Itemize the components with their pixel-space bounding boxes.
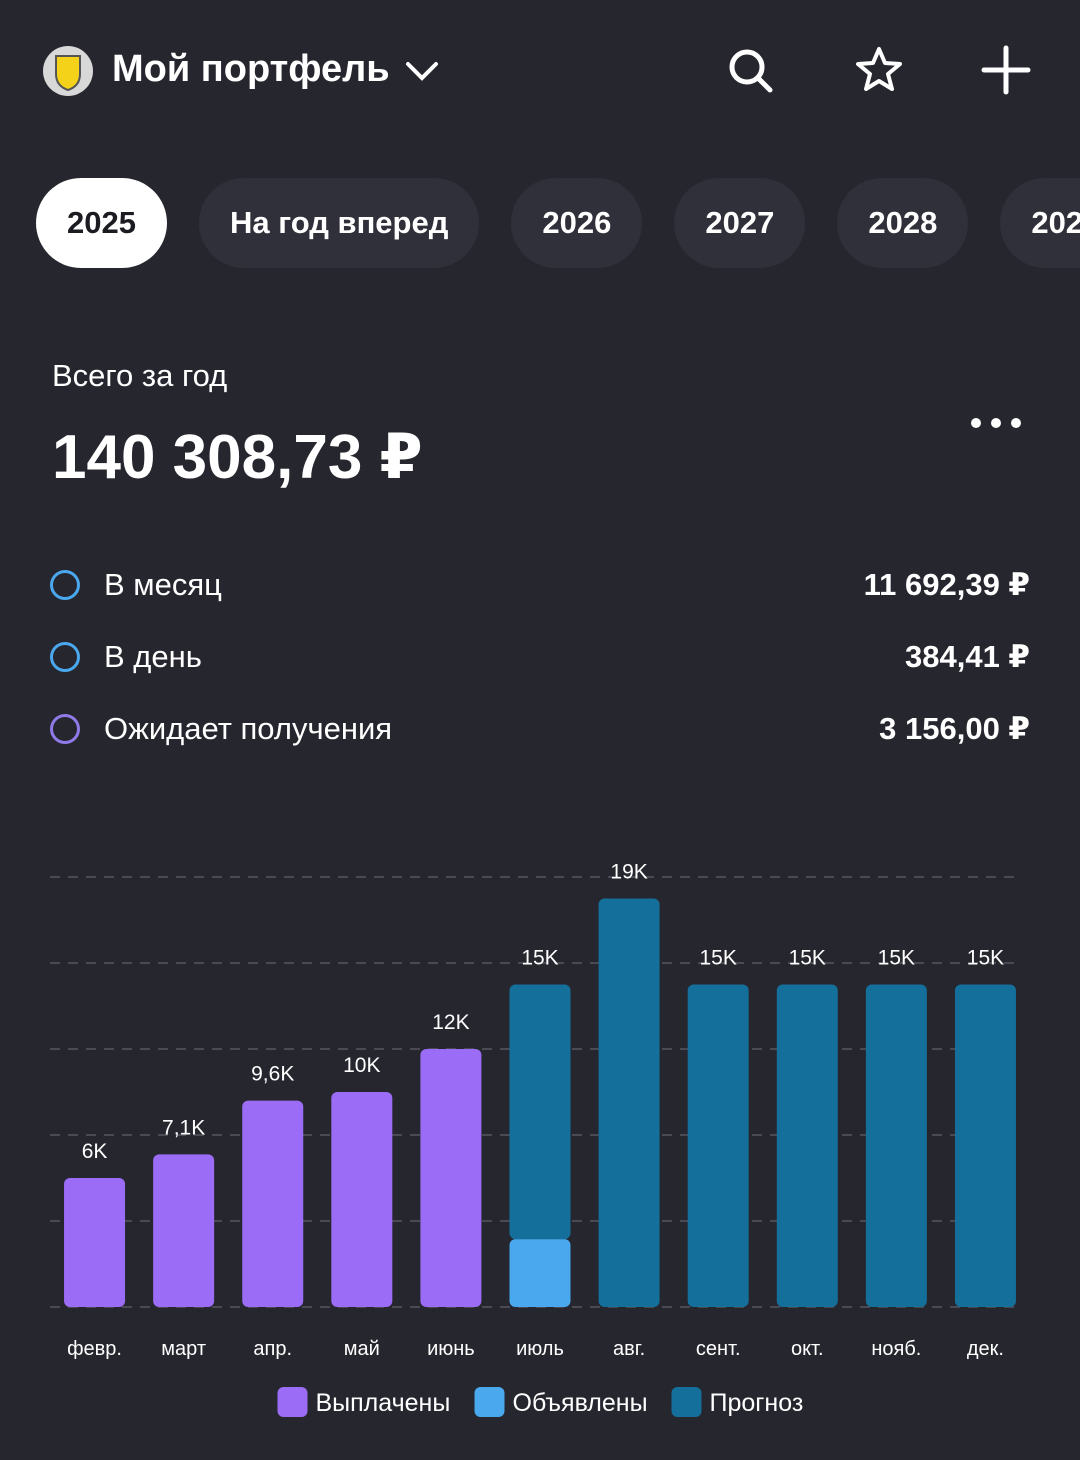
legend-swatch: [671, 1387, 702, 1417]
bar-segment: [331, 1092, 393, 1307]
summary-row: В день 384,41 ₽: [50, 635, 1030, 679]
x-tick-label: апр.: [253, 1338, 292, 1360]
year-tab[interactable]: 2025: [36, 178, 167, 268]
year-tab[interactable]: 2027: [674, 178, 806, 268]
logo[interactable]: [40, 44, 98, 98]
data-label: 19K: [610, 861, 647, 884]
summary-total: 140 308,73 ₽: [52, 423, 423, 492]
summary-label: Всего за год: [52, 358, 228, 393]
bar-segment: [687, 984, 749, 1307]
x-tick-label: март: [161, 1338, 206, 1360]
more-icon[interactable]: [966, 412, 1030, 434]
row-value: 384,41 ₽: [905, 639, 1030, 674]
x-tick-label: июль: [516, 1338, 564, 1360]
dropdown-icon[interactable]: [404, 58, 440, 84]
summary-row: В месяц 11 692,39 ₽: [50, 563, 1030, 607]
status-circle: [50, 642, 80, 672]
x-tick-label: май: [344, 1338, 380, 1360]
x-tick-label: февр.: [67, 1338, 122, 1360]
legend-label: Объявлены: [513, 1389, 648, 1417]
x-tick-label: июнь: [427, 1338, 475, 1360]
bar-segment: [242, 1100, 304, 1307]
legend-label: Прогноз: [710, 1389, 804, 1417]
year-tabs: 2025 На год вперед 2026 2027 2028 2029: [36, 178, 1080, 268]
data-label: 6K: [82, 1140, 108, 1163]
row-label: В день: [104, 639, 202, 674]
year-tab[interactable]: 2029: [1000, 178, 1080, 268]
chart: 6K февр. 7,1K март 9,6K апр. 10K май 12K июнь 15K и…: [50, 861, 1020, 1417]
data-label: 10K: [343, 1054, 380, 1077]
year-tab[interactable]: 2028: [837, 178, 969, 268]
bar-segment: [153, 1154, 215, 1307]
data-label: 15K: [878, 947, 915, 970]
x-tick-label: авг.: [613, 1338, 645, 1360]
bar-segment: [954, 984, 1016, 1307]
data-label: 7,1K: [162, 1116, 205, 1139]
bar-segment: [420, 1049, 482, 1307]
status-circle: [50, 714, 80, 744]
x-tick-label: сент.: [696, 1338, 741, 1360]
bar-segment: [64, 1178, 126, 1307]
data-label: 15K: [967, 947, 1004, 970]
bar-segment: [598, 898, 660, 1307]
x-tick-label: нояб.: [871, 1338, 921, 1360]
favorite-icon[interactable]: [854, 44, 904, 94]
data-label: 12K: [432, 1011, 469, 1034]
summary-row: Ожидает получения 3 156,00 ₽: [50, 707, 1030, 751]
search-icon[interactable]: [726, 46, 776, 96]
header-title[interactable]: Мой портфель: [112, 48, 390, 90]
year-tab[interactable]: На год вперед: [198, 178, 480, 268]
year-tab[interactable]: 2026: [511, 178, 643, 268]
legend-label: Выплачены: [316, 1389, 451, 1417]
legend-swatch: [474, 1387, 505, 1417]
row-label: Ожидает получения: [104, 711, 393, 746]
bar-segment: [776, 984, 838, 1307]
bar-segment: [509, 1239, 571, 1307]
data-label: 15K: [789, 947, 826, 970]
bar-segment: [509, 984, 571, 1240]
status-circle: [50, 570, 80, 600]
row-value: 3 156,00 ₽: [879, 711, 1030, 746]
data-label: 15K: [521, 947, 558, 970]
add-icon[interactable]: [980, 44, 1032, 96]
data-label: 9,6K: [251, 1063, 294, 1086]
x-tick-label: окт.: [791, 1338, 824, 1360]
data-label: 15K: [699, 947, 736, 970]
bar-segment: [865, 984, 927, 1307]
row-label: В месяц: [104, 567, 222, 602]
legend-swatch: [277, 1387, 308, 1417]
row-value: 11 692,39 ₽: [863, 567, 1030, 602]
x-tick-label: дек.: [967, 1338, 1004, 1360]
